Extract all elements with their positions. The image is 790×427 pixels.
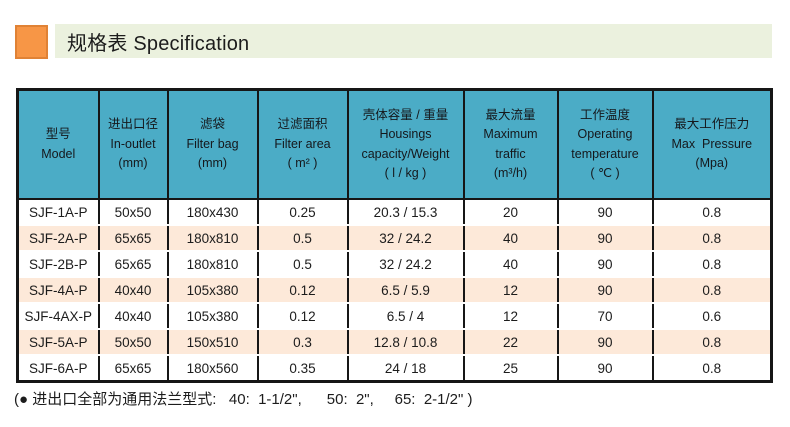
cell-capacity-weight: 12.8 / 10.8	[346, 329, 465, 356]
cell-in-outlet: 65x65	[97, 225, 169, 252]
cell-filter-area: 0.12	[256, 277, 349, 304]
cell-max-pressure: 0.8	[651, 199, 773, 226]
cell-filter-bag: 105x380	[166, 303, 259, 330]
cell-op-temp: 70	[556, 303, 654, 330]
table-row: SJF-1A-P 50x50 180x430 0.25 20.3 / 15.3 …	[16, 199, 773, 226]
cell-filter-area: 0.35	[256, 355, 349, 382]
cell-max-traffic: 25	[462, 355, 559, 382]
specification-table: 型号 Model 进出口径 In-outlet (mm) 滤袋 Filter b…	[16, 88, 773, 383]
cell-filter-area: 0.5	[256, 225, 349, 252]
cell-max-pressure: 0.8	[651, 251, 773, 278]
cell-max-pressure: 0.8	[651, 329, 773, 356]
cell-op-temp: 90	[556, 329, 654, 356]
table-row: SJF-4AX-P 40x40 105x380 0.12 6.5 / 4 12 …	[16, 303, 773, 330]
table-row: SJF-2B-P 65x65 180x810 0.5 32 / 24.2 40 …	[16, 251, 773, 278]
column-header-op-temp: 工作温度 Operating temperature ( ℃ )	[556, 89, 654, 200]
title-marker-square	[15, 25, 48, 59]
header-row: 型号 Model 进出口径 In-outlet (mm) 滤袋 Filter b…	[16, 89, 773, 200]
cell-op-temp: 90	[556, 199, 654, 226]
cell-model: SJF-6A-P	[16, 355, 100, 382]
table-row: SJF-4A-P 40x40 105x380 0.12 6.5 / 5.9 12…	[16, 277, 773, 304]
table-row: SJF-6A-P 65x65 180x560 0.35 24 / 18 25 9…	[16, 355, 773, 382]
cell-max-traffic: 40	[462, 225, 559, 252]
cell-model: SJF-4A-P	[16, 277, 100, 304]
cell-max-traffic: 12	[462, 277, 559, 304]
cell-in-outlet: 50x50	[97, 199, 169, 226]
table-row: SJF-5A-P 50x50 150x510 0.3 12.8 / 10.8 2…	[16, 329, 773, 356]
cell-filter-area: 0.12	[256, 303, 349, 330]
column-header-in-outlet: 进出口径 In-outlet (mm)	[97, 89, 169, 200]
cell-model: SJF-1A-P	[16, 199, 100, 226]
cell-model: SJF-5A-P	[16, 329, 100, 356]
cell-in-outlet: 65x65	[97, 251, 169, 278]
column-header-model: 型号 Model	[16, 89, 100, 200]
cell-in-outlet: 40x40	[97, 277, 169, 304]
cell-max-traffic: 40	[462, 251, 559, 278]
cell-filter-bag: 150x510	[166, 329, 259, 356]
cell-max-pressure: 0.8	[651, 355, 773, 382]
cell-max-traffic: 22	[462, 329, 559, 356]
column-header-filter-bag: 滤袋 Filter bag (mm)	[166, 89, 259, 200]
cell-in-outlet: 40x40	[97, 303, 169, 330]
cell-model: SJF-2B-P	[16, 251, 100, 278]
column-header-filter-area: 过滤面积 Filter area ( m² )	[256, 89, 349, 200]
cell-in-outlet: 50x50	[97, 329, 169, 356]
cell-filter-area: 0.25	[256, 199, 349, 226]
column-header-max-pressure: 最大工作压力 Max Pressure (Mpa)	[651, 89, 773, 200]
cell-filter-bag: 180x560	[166, 355, 259, 382]
column-header-max-traffic: 最大流量 Maximum traffic (m³/h)	[462, 89, 559, 200]
cell-max-traffic: 20	[462, 199, 559, 226]
cell-max-pressure: 0.8	[651, 277, 773, 304]
cell-capacity-weight: 32 / 24.2	[346, 251, 465, 278]
cell-capacity-weight: 6.5 / 5.9	[346, 277, 465, 304]
cell-capacity-weight: 20.3 / 15.3	[346, 199, 465, 226]
cell-filter-bag: 105x380	[166, 277, 259, 304]
cell-model: SJF-2A-P	[16, 225, 100, 252]
column-header-capacity-weight: 壳体容量 / 重量 Housings capacity/Weight ( l /…	[346, 89, 465, 200]
cell-capacity-weight: 24 / 18	[346, 355, 465, 382]
cell-filter-bag: 180x430	[166, 199, 259, 226]
cell-filter-area: 0.3	[256, 329, 349, 356]
cell-op-temp: 90	[556, 251, 654, 278]
cell-op-temp: 90	[556, 355, 654, 382]
footer-note: (● 进出口全部为通用法兰型式: 40: 1-1/2", 50: 2", 65:…	[14, 391, 473, 408]
cell-filter-bag: 180x810	[166, 251, 259, 278]
table-row: SJF-2A-P 65x65 180x810 0.5 32 / 24.2 40 …	[16, 225, 773, 252]
cell-filter-area: 0.5	[256, 251, 349, 278]
cell-max-pressure: 0.8	[651, 225, 773, 252]
page-title: 规格表 Specification	[67, 32, 250, 55]
cell-op-temp: 90	[556, 277, 654, 304]
cell-filter-bag: 180x810	[166, 225, 259, 252]
section-title-bar: 规格表 Specification	[55, 24, 772, 58]
cell-max-pressure: 0.6	[651, 303, 773, 330]
cell-model: SJF-4AX-P	[16, 303, 100, 330]
cell-in-outlet: 65x65	[97, 355, 169, 382]
cell-capacity-weight: 6.5 / 4	[346, 303, 465, 330]
cell-capacity-weight: 32 / 24.2	[346, 225, 465, 252]
cell-max-traffic: 12	[462, 303, 559, 330]
cell-op-temp: 90	[556, 225, 654, 252]
